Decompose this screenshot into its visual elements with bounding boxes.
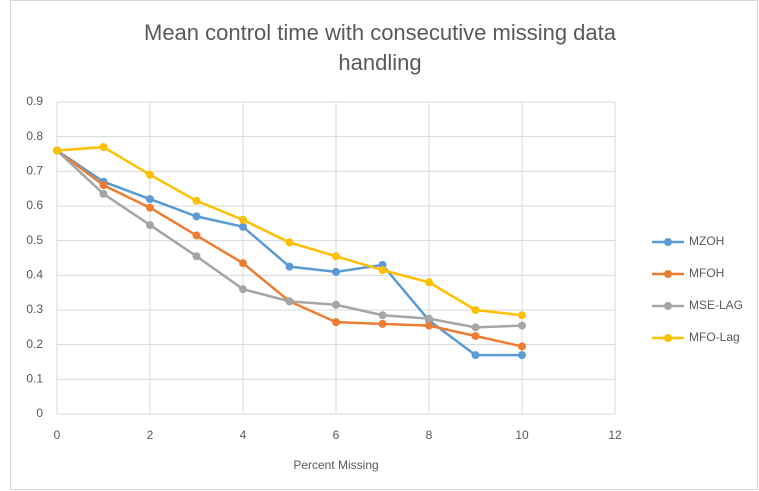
y-tick-label: 0.6 [26, 198, 43, 212]
legend-marker [664, 302, 672, 310]
chart-title: Mean control time with consecutive missi… [144, 20, 616, 75]
point [471, 332, 480, 340]
point [239, 259, 247, 268]
point [285, 297, 294, 306]
point [518, 311, 526, 320]
point [192, 252, 201, 261]
point [425, 314, 433, 323]
x-tick-label: 2 [147, 428, 154, 442]
point [146, 170, 154, 179]
point [518, 342, 526, 351]
point [146, 195, 154, 204]
chart-frame [10, 0, 758, 490]
y-tick-label: 0.5 [26, 233, 43, 247]
point [471, 351, 480, 360]
point [471, 306, 480, 314]
legend-marker [664, 270, 672, 278]
y-tick-label: 0.8 [26, 129, 43, 143]
point [471, 323, 480, 332]
legend-marker [664, 238, 672, 246]
legend-label: MZOH [689, 234, 724, 248]
point [332, 267, 340, 276]
point [332, 318, 340, 327]
point [332, 252, 340, 261]
x-tick-label: 8 [426, 428, 433, 442]
point [239, 215, 247, 224]
y-tick-label: 0.9 [26, 94, 43, 108]
x-tick-label: 12 [608, 428, 622, 442]
point [239, 285, 247, 294]
point [518, 321, 526, 330]
point [285, 238, 294, 247]
point [425, 321, 433, 330]
point [518, 351, 526, 360]
legend-label: MFO-Lag [689, 330, 740, 344]
y-tick-label: 0.3 [26, 302, 43, 316]
legend-label: MFOH [689, 266, 724, 280]
point [146, 221, 154, 230]
y-tick-label: 0.2 [26, 337, 43, 351]
point [99, 143, 108, 152]
point [146, 203, 154, 212]
point [239, 222, 247, 231]
point [332, 300, 340, 309]
y-tick-label: 0.1 [26, 372, 43, 386]
point [99, 181, 108, 190]
legend-label: MSE-LAG [689, 298, 743, 312]
legend-marker [664, 334, 672, 342]
x-axis-label: Percent Missing [293, 458, 378, 472]
point [192, 196, 201, 205]
y-tick-label: 0.7 [26, 164, 43, 178]
x-tick-label: 6 [333, 428, 340, 442]
point [192, 231, 201, 240]
point [53, 146, 61, 155]
x-tick-label: 4 [240, 428, 247, 442]
x-tick-label: 10 [515, 428, 529, 442]
point [378, 266, 387, 275]
y-tick-label: 0 [36, 406, 43, 420]
x-tick-label: 0 [54, 428, 61, 442]
point [378, 311, 387, 320]
point [425, 278, 433, 287]
point [192, 212, 201, 221]
point [99, 189, 108, 198]
point [378, 319, 387, 328]
point [285, 262, 294, 271]
y-tick-label: 0.4 [26, 268, 43, 282]
